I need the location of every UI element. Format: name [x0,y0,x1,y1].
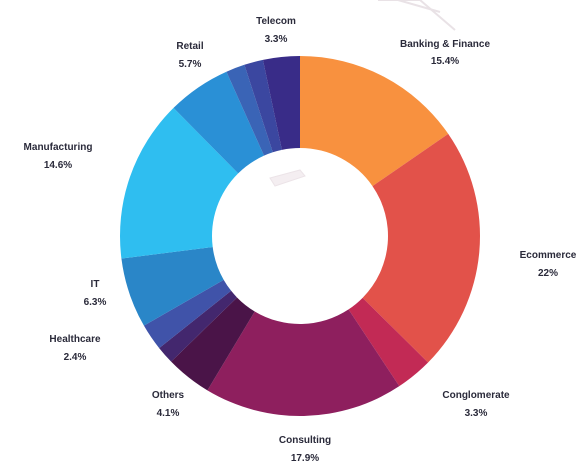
label-healthcare-name: Healthcare [49,334,101,345]
labels-group: Telecom 3.3% Banking & Finance 15.4% Ret… [24,16,577,464]
label-banking-finance-name: Banking & Finance [400,39,490,50]
label-consulting-name: Consulting [279,435,331,446]
label-ecommerce-name: Ecommerce [520,250,577,261]
label-it-name: IT [91,279,100,290]
slice-manufacturing [120,107,239,259]
label-healthcare-value: 2.4% [64,352,87,363]
label-manufacturing-name: Manufacturing [24,142,93,153]
label-ecommerce-value: 22% [538,268,558,279]
slice-ecommerce [362,133,480,363]
label-retail-value: 5.7% [179,59,202,70]
background-decoration [269,0,456,187]
label-others-value: 4.1% [157,408,180,419]
slice-conglomerate [348,297,429,387]
label-banking-finance-value: 15.4% [431,56,459,67]
label-telecom-name: Telecom [256,16,296,27]
slices-group [120,56,480,416]
label-manufacturing-value: 14.6% [44,160,72,171]
label-conglomerate-value: 3.3% [465,408,488,419]
label-others-name: Others [152,390,185,401]
label-telecom-value: 3.3% [265,34,288,45]
label-conglomerate-name: Conglomerate [442,390,510,401]
label-retail-name: Retail [176,41,203,52]
slice-banking-finance [300,56,449,187]
slice-unlabeled-5 [159,290,237,362]
label-it-value: 6.3% [84,297,107,308]
slice-telecom [262,56,300,150]
slice-others [171,297,255,391]
label-consulting-value: 17.9% [291,453,319,464]
slice-retail [173,71,265,174]
slice-unlabeled-10 [226,64,273,156]
slice-it [121,247,224,326]
slice-unlabeled-11 [244,59,282,153]
slice-consulting [207,309,400,416]
slice-healthcare [143,279,232,349]
